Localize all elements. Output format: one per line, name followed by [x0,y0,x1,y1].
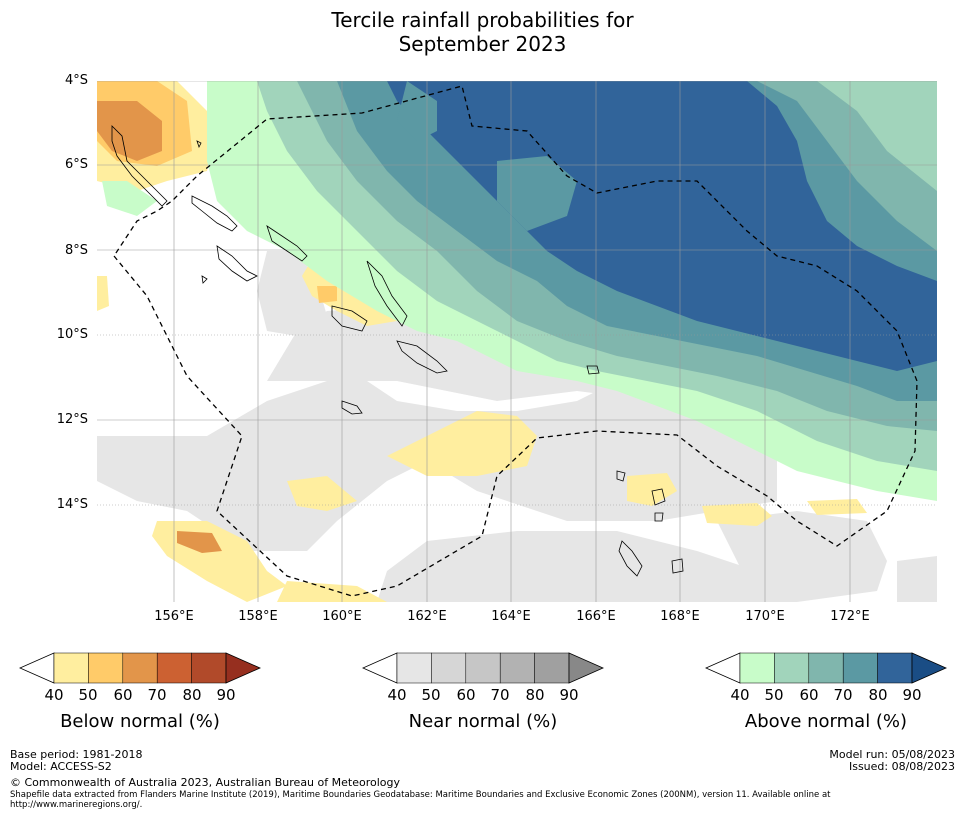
near-swatch-4 [499,652,535,684]
below-max-arrow [225,652,261,684]
above-tick-90: 90 [902,686,922,704]
legend-title-below: Below normal (%) [60,711,220,732]
above-tick-40: 40 [730,686,750,704]
legend-title-near: Near normal (%) [408,711,558,732]
lat-label-8s: 8°S [64,243,88,258]
coastlines [111,125,684,577]
above-swatch-1 [739,652,775,684]
issued-date: Issued: 08/08/2023 [848,760,955,773]
eez-boundary [113,85,918,597]
legend-title-above: Above normal (%) [744,711,908,732]
probability-map [97,81,937,602]
above-swatch-3 [808,652,844,684]
lon-label-164e: 164°E [491,609,531,624]
title-line-2: September 2023 [398,32,567,56]
below-swatch-3 [122,652,158,684]
above-max-arrow [911,652,947,684]
near-tick-90: 90 [559,686,579,704]
above-swatch-4 [842,652,878,684]
gridlines [97,81,937,602]
legend-colorbars [19,652,947,684]
near-min-arrow [362,652,398,684]
above-tick-60: 60 [799,686,819,704]
near-tick-60: 60 [456,686,476,704]
above-tick-50: 50 [764,686,784,704]
below-swatch-1 [53,652,89,684]
near-max-arrow [568,652,604,684]
map-title: Tercile rainfall probabilities for Septe… [0,8,965,56]
near-swatch-3 [465,652,501,684]
title-line-1: Tercile rainfall probabilities for [331,8,634,32]
lat-label-6s: 6°S [64,157,88,172]
lon-label-170e: 170°E [745,609,785,624]
near-swatch-1 [396,652,432,684]
above-swatch-2 [774,652,810,684]
lon-label-156e: 156°E [154,609,194,624]
legend-below-normal [19,652,261,684]
shapefile-credit-2: http://www.marineregions.org/. [10,800,143,810]
lon-label-166e: 166°E [576,609,616,624]
near-swatch-5 [534,652,570,684]
near-tick-50: 50 [421,686,441,704]
above-min-arrow [705,652,741,684]
base-period: Base period: 1981-2018 [10,748,143,761]
lat-label-12s: 12°S [56,412,88,427]
below-tick-90: 90 [216,686,236,704]
shapefile-credit-1: Shapefile data extracted from Flanders M… [10,790,831,800]
near-swatch-2 [431,652,467,684]
above-normal-regions [102,81,937,501]
near-tick-40: 40 [387,686,407,704]
below-swatch-4 [156,652,192,684]
below-tick-70: 70 [147,686,167,704]
below-min-arrow [19,652,55,684]
below-tick-80: 80 [182,686,202,704]
copyright: © Commonwealth of Australia 2023, Austra… [10,776,400,789]
lon-label-158e: 158°E [238,609,278,624]
map-canvas [97,81,937,602]
lon-label-172e: 172°E [830,609,870,624]
below-tick-40: 40 [44,686,64,704]
below-tick-60: 60 [113,686,133,704]
legend-near-normal [362,652,604,684]
lon-label-160e: 160°E [322,609,362,624]
below-swatch-5 [191,652,227,684]
lat-label-10s: 10°S [56,327,88,342]
lat-label-4s: 4°S [64,73,88,88]
above-tick-70: 70 [833,686,853,704]
lon-label-162e: 162°E [407,609,447,624]
model-run: Model run: 05/08/2023 [829,748,955,761]
below-swatch-2 [88,652,124,684]
lon-label-168e: 168°E [660,609,700,624]
below-tick-50: 50 [78,686,98,704]
near-tick-80: 80 [525,686,545,704]
lat-label-14s: 14°S [56,497,88,512]
above-tick-80: 80 [868,686,888,704]
model-name: Model: ACCESS-S2 [10,760,112,773]
above-swatch-5 [877,652,913,684]
legend-above-normal [705,652,947,684]
near-tick-70: 70 [490,686,510,704]
